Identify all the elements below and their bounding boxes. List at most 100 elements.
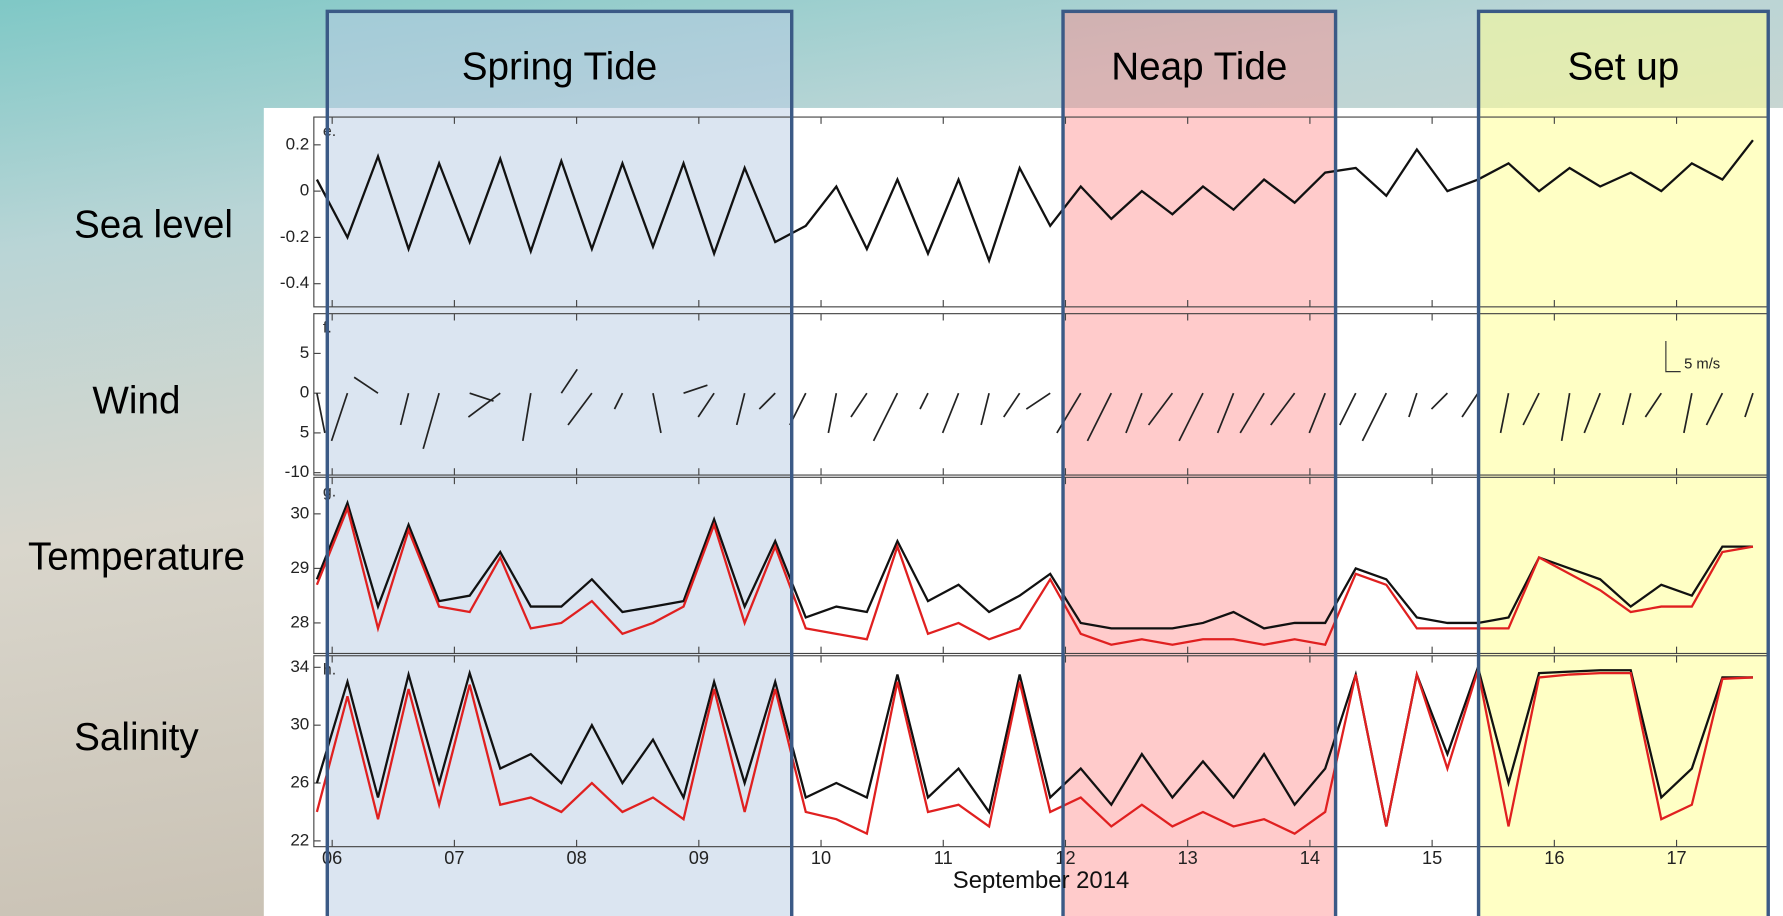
y-tick-label: 0 [300, 383, 309, 402]
wind-stick [1744, 392, 1754, 418]
wind-stick [1683, 392, 1693, 434]
wind-stick [316, 392, 326, 434]
row-label: Temperature [28, 535, 245, 578]
series-line [315, 499, 1753, 630]
wind-stick [1239, 392, 1265, 434]
x-tick-label: 10 [811, 848, 831, 868]
wind-stick [1308, 392, 1326, 434]
y-tick-label: -0.2 [280, 227, 309, 246]
y-tick-label: 5 [300, 422, 309, 441]
wind-stick [1339, 392, 1357, 426]
x-tick-label: 14 [1300, 848, 1320, 868]
wind-stick [1499, 392, 1510, 434]
wind-stick [467, 392, 501, 418]
wind-stick [941, 392, 960, 434]
x-tick-label: 17 [1666, 848, 1686, 868]
series-line [315, 663, 1753, 827]
wind-stick [652, 392, 662, 434]
highlight-label: Neap Tide [1111, 46, 1287, 89]
wind-stick [758, 392, 776, 410]
wind-stick [827, 392, 838, 434]
series-line [315, 669, 1753, 836]
x-tick-label: 13 [1178, 848, 1198, 868]
series-line [315, 504, 1754, 647]
y-tick-label: 26 [290, 773, 309, 792]
wind-stick [1270, 392, 1296, 426]
y-tick-label: 30 [290, 503, 309, 522]
wind-stick [330, 392, 349, 442]
x-tick-label: 09 [689, 848, 709, 868]
wind-stick [1086, 392, 1113, 442]
row-label: Salinity [74, 716, 199, 759]
wind-stick [872, 392, 899, 442]
wind-stick [1125, 392, 1143, 434]
series-line [315, 139, 1754, 264]
wind-stick [1056, 392, 1082, 434]
wind-stick [1621, 392, 1632, 426]
panel-letter: e. [323, 123, 336, 140]
scale-label: 5 m/s [1684, 357, 1720, 373]
wind-stick [1408, 392, 1418, 418]
x-tick-label: 08 [566, 848, 586, 868]
highlight-label: Spring Tide [462, 46, 658, 89]
wind-stick [1216, 392, 1235, 434]
wind-stick [567, 392, 593, 426]
wind-stick [1147, 392, 1174, 426]
x-tick-label: 16 [1544, 848, 1564, 868]
y-tick-label: 28 [290, 612, 309, 631]
highlight-border [1061, 9, 1338, 916]
y-tick-label: 5 [300, 343, 309, 362]
wind-stick [850, 392, 868, 418]
x-tick-label: 12 [1055, 848, 1075, 868]
wind-stick [697, 392, 715, 418]
panel-letter: h. [323, 662, 336, 679]
y-tick-label: 0.2 [286, 134, 310, 153]
x-tick-label: 06 [322, 848, 342, 868]
wind-stick [1461, 392, 1479, 418]
wind-stick [399, 392, 410, 426]
y-tick-label: 29 [290, 558, 309, 577]
wind-stick [1583, 392, 1601, 434]
wind-stick [1178, 392, 1204, 442]
wind-stick [422, 392, 440, 450]
x-tick-label: 07 [444, 848, 464, 868]
x-axis-label: September 2014 [953, 867, 1129, 894]
wind-stick [353, 376, 379, 394]
y-tick-label: 34 [290, 657, 309, 676]
row-label: Sea level [74, 204, 233, 247]
y-tick-label: 0 [300, 181, 309, 200]
wind-stick [980, 392, 990, 426]
row-label: Wind [92, 380, 180, 423]
wind-stick [560, 368, 578, 394]
y-tick-label: 30 [290, 715, 309, 734]
y-tick-label: 22 [290, 830, 309, 849]
x-tick-label: 11 [934, 848, 953, 868]
scale-bar [1665, 340, 1681, 373]
wind-stick [521, 393, 532, 442]
wind-stick [1430, 392, 1449, 410]
wind-stick [1361, 392, 1388, 442]
highlight-border [1476, 9, 1770, 916]
wind-stick [1003, 392, 1021, 418]
wind-stick [1644, 392, 1662, 418]
wind-stick [1705, 392, 1724, 426]
wind-stick [469, 392, 494, 402]
y-tick-label: -10 [285, 462, 310, 481]
highlight-fill [1478, 11, 1769, 916]
y-tick-label: -0.4 [280, 273, 309, 292]
wind-stick [735, 392, 746, 426]
wind-stick [1522, 392, 1540, 426]
highlight-label: Set up [1568, 46, 1680, 89]
wind-stick [1560, 393, 1571, 442]
wind-stick [1025, 392, 1051, 410]
highlight-fill [1063, 11, 1336, 916]
highlight-border [325, 9, 794, 916]
highlight-fill [327, 11, 792, 916]
x-tick-label: 15 [1422, 848, 1442, 868]
wind-stick [919, 392, 929, 410]
panel-letter: g. [323, 483, 336, 500]
wind-stick [683, 384, 708, 394]
wind-stick [613, 392, 624, 410]
